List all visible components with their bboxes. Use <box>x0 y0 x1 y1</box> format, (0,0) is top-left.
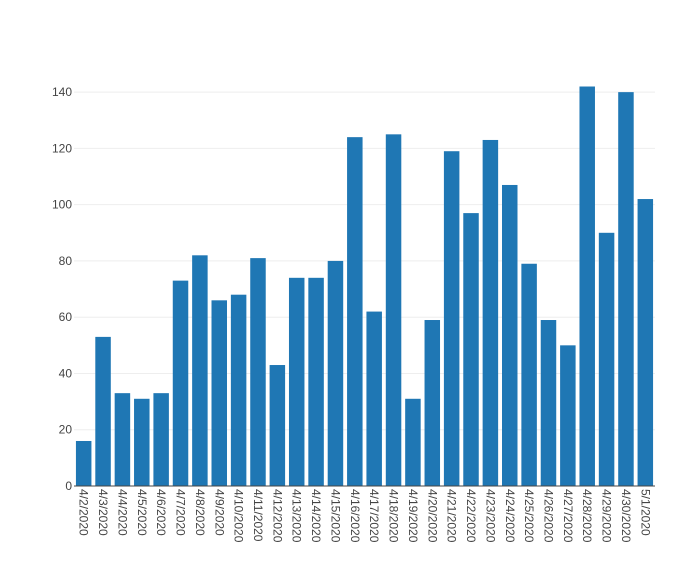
bar <box>405 398 421 486</box>
bar <box>424 320 441 486</box>
y-tick-label: 100 <box>52 198 72 212</box>
bar <box>114 393 131 486</box>
y-tick-label: 120 <box>52 141 72 155</box>
x-axis-ticks: 4/2/2020 4/3/2020 4/4/2020 4/5/2020 4/6/2020… <box>77 489 653 543</box>
y-gridlines <box>74 91 655 431</box>
x-tick-label: 4/18/2020 <box>387 489 401 543</box>
bar <box>134 398 150 486</box>
x-tick-label: 5/1/2020 <box>638 489 652 536</box>
bar-series <box>75 86 654 487</box>
x-tick-label: 4/13/2020 <box>290 489 304 543</box>
bar <box>579 86 595 487</box>
y-tick-label: 80 <box>59 254 73 268</box>
bar <box>172 280 189 486</box>
bar <box>560 345 576 486</box>
x-tick-label: 4/3/2020 <box>96 489 110 536</box>
bar <box>153 393 169 486</box>
bar <box>502 184 518 486</box>
bar <box>482 139 499 486</box>
x-tick-label: 4/4/2020 <box>115 489 129 536</box>
bar <box>192 255 208 486</box>
bar <box>598 232 615 486</box>
bar <box>540 320 557 486</box>
x-tick-label: 4/22/2020 <box>464 489 478 543</box>
x-tick-label: 4/12/2020 <box>270 489 284 543</box>
bar <box>366 311 382 486</box>
x-tick-label: 4/19/2020 <box>406 489 420 543</box>
x-tick-label: 4/23/2020 <box>483 489 497 543</box>
bar <box>75 440 92 486</box>
x-tick-label: 4/24/2020 <box>503 489 517 543</box>
bar <box>443 151 460 487</box>
x-tick-label: 4/27/2020 <box>561 489 575 543</box>
x-tick-label: 4/20/2020 <box>425 489 439 543</box>
bar <box>288 277 305 486</box>
x-tick-label: 4/25/2020 <box>522 489 536 543</box>
bar <box>618 92 634 486</box>
x-tick-label: 4/10/2020 <box>232 489 246 543</box>
y-tick-label: 140 <box>52 85 72 99</box>
x-tick-label: 4/2/2020 <box>77 489 91 536</box>
y-tick-label: 40 <box>59 366 73 380</box>
y-tick-label: 20 <box>59 423 73 437</box>
y-axis-ticks: 0 20 40 60 80 100 120 140 <box>52 85 72 493</box>
x-tick-label: 4/21/2020 <box>445 489 459 543</box>
bar <box>211 300 227 486</box>
x-tick-label: 4/30/2020 <box>619 489 633 543</box>
x-tick-label: 4/29/2020 <box>600 489 614 543</box>
bar <box>230 294 247 486</box>
x-tick-label: 4/11/2020 <box>251 489 265 542</box>
bar <box>637 199 654 487</box>
x-tick-label: 4/9/2020 <box>212 489 226 536</box>
x-tick-label: 4/14/2020 <box>309 489 323 543</box>
x-tick-label: 4/8/2020 <box>193 489 207 536</box>
x-tick-label: 4/16/2020 <box>348 489 362 543</box>
x-tick-label: 4/5/2020 <box>135 489 149 536</box>
y-tick-label: 60 <box>59 310 73 324</box>
bar <box>463 213 479 486</box>
bar <box>308 277 324 486</box>
x-tick-label: 4/28/2020 <box>580 489 594 543</box>
bar <box>521 263 537 486</box>
bar <box>269 365 286 486</box>
bar <box>385 134 402 487</box>
x-tick-label: 4/6/2020 <box>154 489 168 536</box>
x-tick-label: 4/7/2020 <box>174 489 188 536</box>
y-tick-label: 0 <box>65 479 72 493</box>
bar <box>95 336 111 486</box>
bar <box>250 258 266 486</box>
x-tick-label: 4/26/2020 <box>541 489 555 543</box>
x-tick-label: 4/15/2020 <box>328 489 342 543</box>
bar <box>327 260 344 486</box>
x-tick-label: 4/17/2020 <box>367 489 381 543</box>
bar <box>347 137 363 486</box>
